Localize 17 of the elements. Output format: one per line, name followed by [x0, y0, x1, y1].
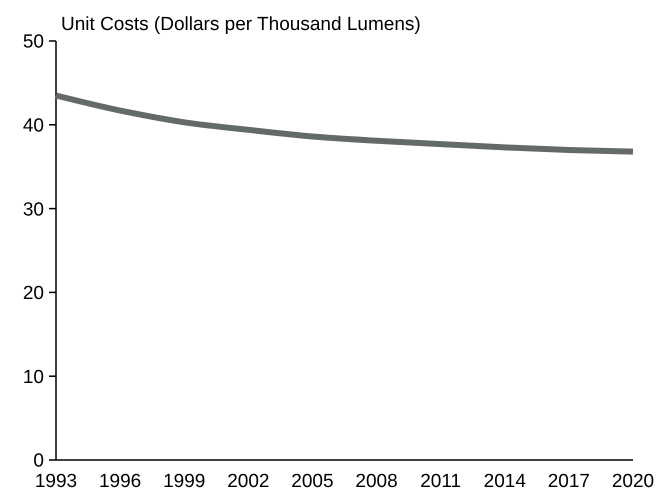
x-tick-label: 2002 [227, 471, 270, 492]
x-tick-label: 1999 [163, 471, 206, 492]
y-tick-label: 20 [22, 283, 44, 304]
x-tick-label: 2011 [420, 471, 462, 492]
x-tick-label: 1996 [98, 471, 142, 492]
x-tick-label: 2008 [355, 471, 398, 492]
y-tick-label: 50 [22, 32, 44, 53]
x-tick-label: 1993 [34, 471, 78, 492]
y-tick-label: 40 [22, 115, 44, 136]
x-tick-label: 2014 [484, 471, 526, 492]
y-tick-label: 10 [22, 366, 44, 388]
x-tick-label: 2017 [548, 471, 590, 492]
y-tick-label: 30 [22, 199, 44, 220]
y-axis-title: Unit Costs (Dollars per Thousand Lumens) [61, 14, 421, 35]
y-tick-label: 0 [33, 450, 44, 472]
x-tick-label: 2020 [612, 471, 654, 492]
x-tick-label: 2005 [291, 471, 334, 492]
